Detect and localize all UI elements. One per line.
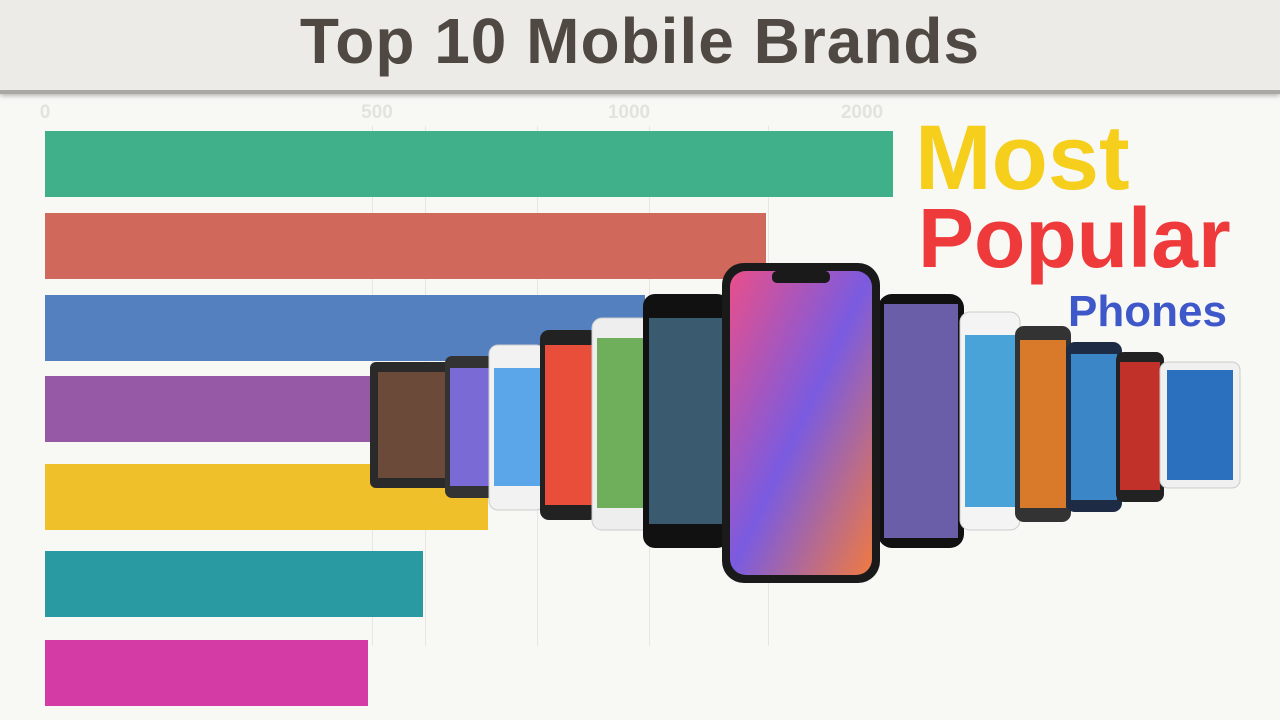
- x-tick-label: 1000: [607, 102, 651, 123]
- x-tick-label: 500: [361, 102, 393, 123]
- x-tick-label: 2000: [840, 102, 884, 123]
- phone-lineup: [370, 263, 1241, 583]
- bar: [45, 131, 893, 197]
- title-bar: Top 10 Mobile Brands: [0, 0, 1280, 94]
- page-title: Top 10 Mobile Brands: [299, 5, 981, 77]
- bar: [45, 213, 766, 279]
- bar: [45, 640, 368, 706]
- x-tick-label: 0: [39, 102, 51, 123]
- bar: [45, 551, 423, 617]
